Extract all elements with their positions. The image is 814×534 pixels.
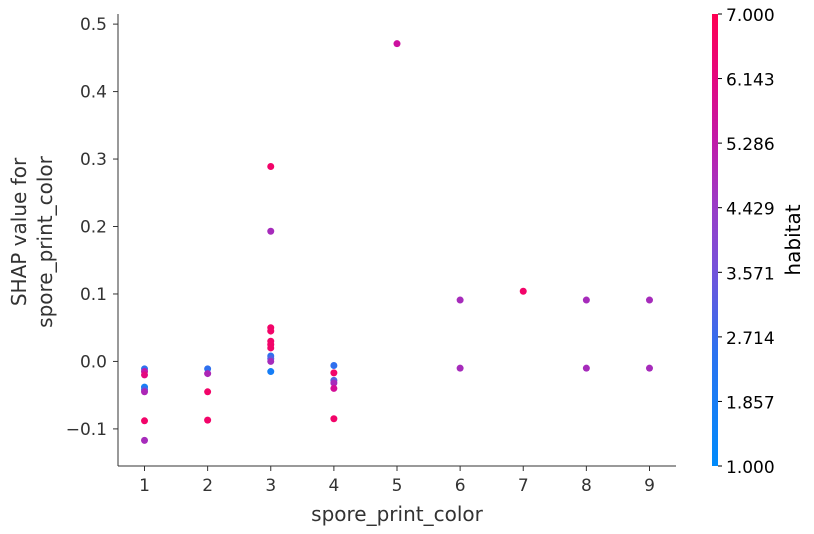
y-tick-label: 0.3 xyxy=(80,150,107,170)
x-tick-label: 8 xyxy=(581,476,592,496)
colorbar-ticks: 1.000 1.857 2.714 3.571 4.429 5.286 6.143 7.000 xyxy=(718,6,775,478)
scatter-point xyxy=(267,357,275,365)
x-ticks: 1 2 3 4 5 6 7 8 9 xyxy=(139,466,655,496)
colorbar-tick-label: 3.571 xyxy=(726,264,775,284)
colorbar-title: habitat xyxy=(781,204,805,275)
scatter-point xyxy=(141,371,149,379)
scatter-point xyxy=(204,370,212,378)
scatter-point xyxy=(267,327,275,335)
y-axis-title-line-1: SHAP value for xyxy=(7,157,31,306)
scatter-point xyxy=(141,417,149,425)
scatter-point xyxy=(330,415,338,423)
scatter-point xyxy=(582,296,590,304)
scatter-point xyxy=(456,296,464,304)
scatter-point xyxy=(582,364,590,372)
scatter-point xyxy=(267,227,275,235)
y-tick-label: 0.1 xyxy=(80,285,107,305)
y-tick-label: 0.4 xyxy=(80,83,107,103)
scatter-point xyxy=(645,364,653,372)
x-tick-label: 9 xyxy=(644,476,655,496)
colorbar-tick-label: 1.000 xyxy=(726,458,775,478)
scatter-point xyxy=(204,388,212,396)
plot-area: −0.1 0.0 0.1 0.2 0.3 0.4 0.5 1 2 3 4 5 6 7 8 9 xyxy=(66,14,676,496)
scatter-point xyxy=(267,162,275,170)
y-ticks: −0.1 0.0 0.1 0.2 0.3 0.4 0.5 xyxy=(66,15,118,440)
scatter-point xyxy=(393,40,401,48)
scatter-point xyxy=(519,287,527,295)
x-tick-label: 3 xyxy=(265,476,276,496)
scatter-point xyxy=(204,416,212,424)
y-axis-title-line-2: spore_print_color xyxy=(33,155,57,327)
scatter-point xyxy=(141,388,149,396)
colorbar-tick-label: 4.429 xyxy=(726,200,775,220)
scatter-point xyxy=(267,344,275,352)
scatter-point xyxy=(141,436,149,444)
scatter-point xyxy=(267,368,275,376)
y-tick-label: 0.2 xyxy=(80,218,107,238)
colorbar-tick-label: 7.000 xyxy=(726,6,775,26)
scatter-point xyxy=(645,296,653,304)
colorbar-tick-label: 1.857 xyxy=(726,393,775,413)
x-tick-label: 6 xyxy=(455,476,466,496)
scatter-point xyxy=(330,384,338,392)
colorbar: 1.000 1.857 2.714 3.571 4.429 5.286 6.143 7.000… xyxy=(712,6,805,478)
scatter-point xyxy=(330,361,338,369)
colorbar-tick-label: 5.286 xyxy=(726,135,775,155)
colorbar-tick-label: 6.143 xyxy=(726,71,775,91)
x-tick-label: 7 xyxy=(518,476,529,496)
x-tick-label: 5 xyxy=(392,476,403,496)
x-tick-label: 4 xyxy=(328,476,339,496)
y-tick-label: 0.5 xyxy=(80,15,107,35)
x-tick-label: 2 xyxy=(202,476,213,496)
colorbar-tick-label: 2.714 xyxy=(726,329,775,349)
y-tick-label: 0.0 xyxy=(80,352,107,372)
scatter-points xyxy=(141,40,653,444)
colorbar-gradient xyxy=(712,14,718,466)
scatter-point xyxy=(456,364,464,372)
scatter-point xyxy=(330,379,338,387)
scatter-point xyxy=(330,369,338,377)
y-tick-label: −0.1 xyxy=(66,420,107,440)
x-axis-title: spore_print_color xyxy=(311,502,483,526)
x-tick-label: 1 xyxy=(139,476,150,496)
